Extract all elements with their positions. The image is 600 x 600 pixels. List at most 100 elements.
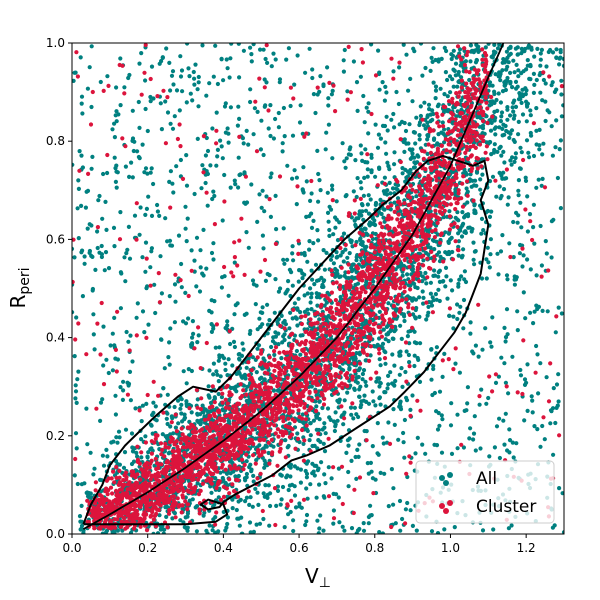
all-point <box>179 68 185 73</box>
all-point <box>142 330 147 335</box>
all-point <box>364 105 369 110</box>
all-point <box>384 90 389 95</box>
all-point <box>237 172 242 178</box>
all-point <box>239 374 244 379</box>
all-point <box>304 179 309 184</box>
all-point <box>420 442 425 447</box>
all-point <box>368 460 373 465</box>
all-point <box>437 389 443 394</box>
all-point <box>463 279 469 285</box>
all-point <box>173 425 178 430</box>
all-point <box>525 229 531 234</box>
all-point <box>318 188 323 193</box>
all-point <box>488 128 494 133</box>
all-point <box>494 194 499 199</box>
all-point <box>237 523 242 528</box>
all-point <box>540 176 545 181</box>
all-point <box>167 179 172 184</box>
cluster-point <box>278 323 283 329</box>
all-point <box>502 132 507 137</box>
all-point <box>321 441 326 446</box>
all-point <box>250 504 255 509</box>
all-point <box>512 282 518 287</box>
all-point <box>385 160 390 165</box>
all-point <box>472 203 477 208</box>
all-point <box>366 101 371 106</box>
all-point <box>178 406 183 411</box>
all-point <box>371 279 376 284</box>
all-point <box>535 352 540 357</box>
all-point <box>295 323 300 328</box>
cluster-point <box>229 270 234 275</box>
all-point <box>128 530 134 534</box>
all-point <box>498 196 503 201</box>
all-point <box>127 256 133 261</box>
cluster-point <box>156 393 161 398</box>
all-point <box>480 528 486 533</box>
all-point <box>140 255 145 260</box>
cluster-point <box>144 256 149 261</box>
all-point <box>338 294 343 300</box>
all-point <box>118 56 123 61</box>
all-point <box>309 291 314 296</box>
all-point <box>506 526 511 531</box>
all-point <box>209 310 214 315</box>
all-point <box>101 363 106 368</box>
all-point <box>327 233 332 238</box>
all-point <box>267 318 272 323</box>
cluster-point <box>161 88 166 93</box>
all-point <box>158 254 163 259</box>
all-point <box>80 294 85 299</box>
all-point <box>554 382 560 387</box>
all-point <box>504 128 509 134</box>
all-point <box>284 57 289 62</box>
all-point <box>412 165 417 170</box>
all-point <box>376 132 381 137</box>
all-point <box>168 121 173 126</box>
all-point <box>279 313 284 318</box>
cluster-point <box>73 456 78 462</box>
all-point <box>349 265 354 271</box>
all-point <box>113 356 118 361</box>
all-point <box>468 59 473 64</box>
all-point <box>318 439 323 444</box>
all-point <box>439 413 444 418</box>
all-point <box>400 171 405 176</box>
all-point <box>362 175 367 180</box>
all-point <box>468 320 473 325</box>
all-point <box>324 250 329 255</box>
all-point <box>359 186 364 191</box>
all-point <box>414 194 419 199</box>
all-point <box>550 80 555 85</box>
all-point <box>451 84 456 89</box>
all-point <box>344 156 349 161</box>
all-point <box>159 525 164 531</box>
all-point <box>227 75 232 80</box>
all-point <box>123 427 129 432</box>
all-point <box>442 351 447 356</box>
all-point <box>327 204 332 209</box>
all-point <box>358 237 363 242</box>
all-point <box>269 344 274 350</box>
all-point <box>75 206 80 211</box>
all-point <box>77 514 83 519</box>
all-point <box>251 529 256 534</box>
all-point <box>100 453 105 458</box>
all-point <box>271 335 276 340</box>
all-point <box>158 101 163 106</box>
all-point <box>532 241 537 246</box>
all-point <box>287 326 292 331</box>
all-point <box>442 140 447 145</box>
all-point <box>559 78 564 83</box>
cluster-point <box>554 314 559 319</box>
all-point <box>285 257 290 262</box>
all-point <box>461 297 467 303</box>
all-point <box>244 495 249 500</box>
all-point <box>423 65 428 71</box>
all-point <box>296 279 301 284</box>
all-point <box>248 87 253 92</box>
all-point <box>241 141 246 146</box>
all-point <box>304 519 309 524</box>
cluster-point <box>134 333 139 338</box>
all-point <box>493 50 498 55</box>
